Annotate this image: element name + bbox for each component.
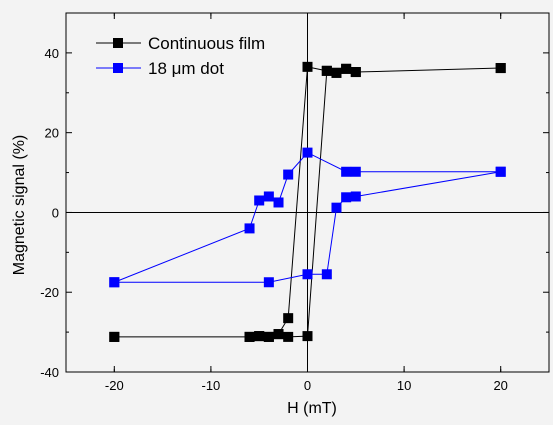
legend-marker-continuous-film <box>113 38 123 48</box>
data-point-series-1 <box>109 277 120 288</box>
x-tick-label: -20 <box>105 378 124 393</box>
y-tick-label: 20 <box>45 126 59 141</box>
data-point-series-1 <box>331 202 342 213</box>
data-point-series-0 <box>495 63 506 74</box>
y-tick-label: 0 <box>52 205 59 220</box>
data-point-series-1 <box>350 191 361 202</box>
data-point-series-0 <box>109 331 120 342</box>
legend-marker-18um-dot <box>113 63 123 73</box>
y-tick-label: 40 <box>45 46 59 61</box>
data-point-series-0 <box>302 61 313 72</box>
y-axis-title: Magnetic signal (%) <box>11 135 28 276</box>
data-point-series-1 <box>495 166 506 177</box>
x-tick-label: 0 <box>304 378 311 393</box>
data-point-series-0 <box>350 67 361 78</box>
series-layer <box>109 61 506 342</box>
axes-layer: -20 -10 0 10 20 -40 -20 0 20 40 <box>40 13 549 393</box>
data-point-series-1 <box>254 195 265 206</box>
x-tick-label: -10 <box>202 378 221 393</box>
data-point-series-0 <box>331 67 342 78</box>
data-point-series-1 <box>321 269 332 280</box>
y-tick-label: -20 <box>40 285 59 300</box>
data-point-series-0 <box>302 331 313 342</box>
data-point-series-1 <box>341 192 352 203</box>
data-point-series-0 <box>321 65 332 76</box>
x-axis-title: H (mT) <box>287 400 337 417</box>
data-point-series-1 <box>350 166 361 177</box>
data-point-series-1 <box>244 223 255 234</box>
data-point-series-1 <box>263 277 274 288</box>
data-point-series-0 <box>273 329 284 340</box>
data-point-series-1 <box>263 191 274 202</box>
data-point-series-1 <box>302 269 313 280</box>
x-tick-label: 10 <box>397 378 411 393</box>
legend-label-continuous-film: Continuous film <box>148 34 265 53</box>
legend: Continuous film 18 μm dot <box>96 34 265 78</box>
legend-label-18um-dot: 18 μm dot <box>148 59 224 78</box>
data-point-series-1 <box>283 169 294 180</box>
y-tick-label: -40 <box>40 365 59 380</box>
data-point-series-0 <box>263 331 274 342</box>
data-point-series-0 <box>244 331 255 342</box>
data-point-series-1 <box>302 147 313 158</box>
data-point-series-0 <box>283 313 294 324</box>
data-point-series-0 <box>341 63 352 74</box>
data-point-series-0 <box>283 331 294 342</box>
x-tick-label: 20 <box>493 378 507 393</box>
data-point-series-1 <box>273 197 284 208</box>
data-point-series-1 <box>341 166 352 177</box>
data-point-series-0 <box>254 331 265 342</box>
